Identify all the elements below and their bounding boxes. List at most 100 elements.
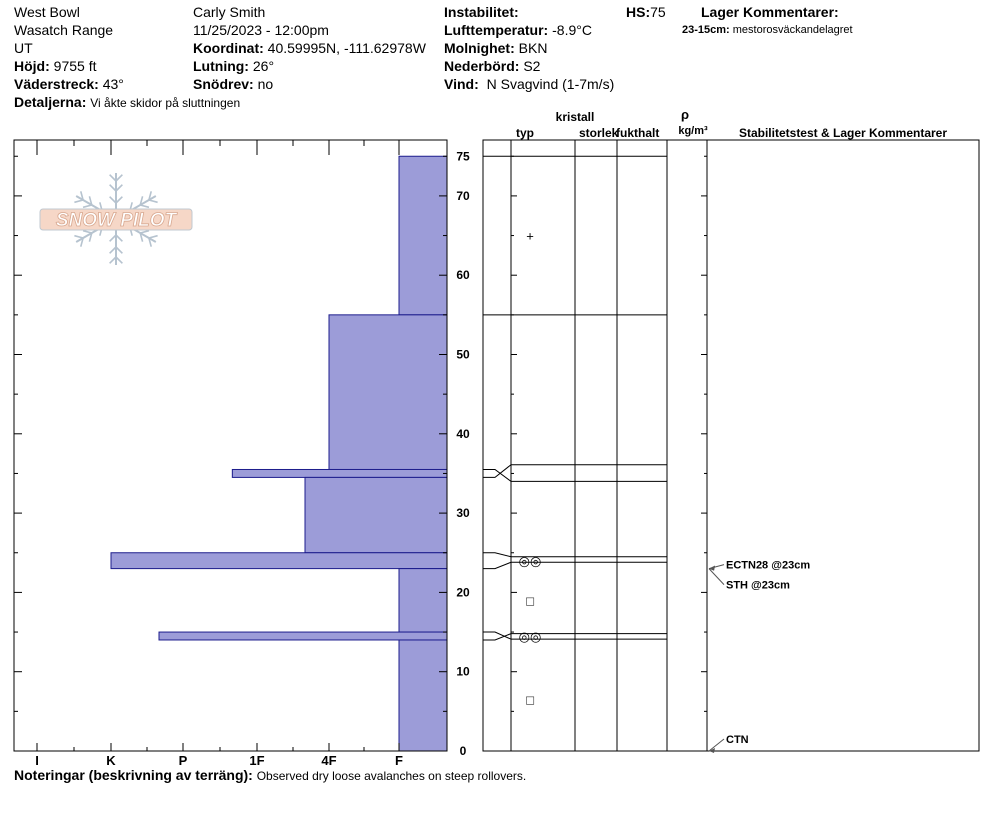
hardness-bars	[110, 155, 448, 752]
coord-value: 40.59995N, -111.62978W	[267, 40, 426, 56]
layer-table-frame	[482, 139, 980, 752]
aspect-value: 43°	[102, 76, 124, 92]
flake-branch	[115, 246, 123, 254]
sky: Molnighet: BKN	[444, 40, 547, 56]
grain-symbol: ◎◎	[519, 629, 542, 644]
drift-label: Snödrev:	[193, 76, 254, 92]
footer-notes: Noteringar (beskrivning av terräng): Obs…	[14, 767, 526, 783]
col-stability: Stabilitetstest & Lager Kommentarer	[739, 126, 947, 140]
col-size: storlek	[579, 126, 619, 140]
hardness-bar	[328, 314, 448, 470]
stability-tests: ECTN28 @23cm STH @23cm CTN	[708, 560, 810, 753]
column-separators	[510, 140, 708, 752]
layer-boundary	[483, 561, 667, 570]
flake-branch	[109, 234, 117, 242]
flake-branch	[79, 191, 84, 201]
slope: Lutning: 26°	[193, 58, 274, 74]
precip-value: S2	[523, 58, 541, 74]
wind-value: N Svagvind (1-7m/s)	[486, 76, 615, 92]
y-tick-label: 10	[456, 665, 470, 679]
hardness-bar	[304, 476, 448, 554]
grain-symbol: □	[526, 593, 534, 608]
col-density-unit: kg/m³	[678, 125, 708, 137]
test-arrow	[709, 565, 715, 571]
depth-axis: 0 10 20 30 40 50 60 70 75	[14, 149, 470, 758]
logo-text: SNOW PILOT	[56, 210, 178, 231]
flake-branch	[115, 234, 123, 242]
flake-branch	[115, 184, 123, 192]
hardness-bar	[398, 639, 448, 752]
flake-branch	[109, 174, 117, 182]
airtemp-label: Lufttemperatur:	[444, 22, 549, 38]
flake-branch	[88, 196, 93, 206]
grain-symbol: ◎◎	[519, 554, 542, 569]
flake-branch	[140, 229, 150, 234]
y-tick-label: 20	[456, 585, 470, 599]
grain-symbol: □	[526, 692, 534, 707]
slope-value: 26°	[252, 58, 275, 74]
hardness-bar	[398, 568, 448, 633]
hardness-bar	[231, 468, 448, 478]
wind-label: Vind:	[444, 76, 479, 92]
hardness-bar	[110, 552, 448, 570]
flake-branch	[148, 199, 158, 204]
flake-branch	[148, 237, 153, 247]
layer-comment: 23-15cm: mestorosväckandelagret	[682, 24, 853, 37]
details-label: Detaljerna:	[14, 94, 87, 110]
state: UT	[14, 40, 33, 56]
flake-branch	[109, 256, 117, 264]
hardness-plot-frame	[13, 139, 448, 752]
precip: Nederbörd: S2	[444, 58, 540, 74]
col-type: typ	[516, 126, 534, 140]
elevation-label: Höjd:	[14, 58, 50, 74]
col-moisture: fukthalt	[616, 126, 659, 140]
snowflake-icon	[74, 173, 158, 265]
hs: HS:75	[626, 4, 666, 20]
airtemp: Lufttemperatur: -8.9°C	[444, 22, 592, 38]
notes-label: Noteringar (beskrivning av terräng):	[14, 767, 253, 783]
hardness-axis: I K P 1F 4F F	[35, 140, 403, 768]
test-leader	[708, 738, 725, 752]
test-leader	[708, 568, 725, 585]
notes-value: Observed dry loose avalanches on steep r…	[256, 769, 527, 783]
grain-symbols: + ◎◎ □ ◎◎ □	[519, 229, 542, 708]
elevation: Höjd: 9755 ft	[14, 58, 96, 74]
col-crystal: kristall	[556, 110, 595, 124]
flake-branch	[148, 234, 158, 239]
flake-branch	[74, 234, 84, 239]
y-tick-label: 70	[456, 189, 470, 203]
flake-branch	[148, 191, 153, 201]
hs-label: HS:	[626, 4, 651, 20]
y-tick-label: 30	[456, 506, 470, 520]
flake-branch	[82, 204, 92, 209]
y-tick-label: 50	[456, 348, 470, 362]
x-tick-label: P	[179, 753, 188, 768]
aspect: Väderstreck: 43°	[14, 76, 124, 92]
flake-branch	[115, 174, 123, 182]
layer-boundary	[483, 468, 667, 482]
x-tick-label: 4F	[321, 753, 336, 768]
y-tick-label: 0	[460, 744, 467, 758]
precip-label: Nederbörd:	[444, 58, 520, 74]
drift-value: no	[257, 76, 274, 92]
stability-test-label: STH @23cm	[726, 580, 790, 592]
airtemp-value: -8.9°C	[552, 22, 592, 38]
col-rho: ρ	[681, 107, 689, 122]
y-tick-label: 75	[456, 149, 470, 163]
flake-branch	[74, 199, 84, 204]
y-tick-label: 40	[456, 427, 470, 441]
layer-boundary	[483, 633, 667, 641]
flake-branch	[109, 184, 117, 192]
drift: Snödrev: no	[193, 76, 273, 92]
flake-branch	[109, 196, 117, 204]
slope-label: Lutning:	[193, 58, 249, 74]
snowpilot-logo: SNOW PILOT	[39, 173, 193, 265]
x-tick-label: I	[35, 753, 39, 768]
flake-branch	[109, 246, 117, 254]
flake-branch	[139, 232, 144, 242]
details: Detaljerna: Vi åkte skidor på sluttninge…	[14, 94, 240, 110]
instability-label: Instabilitet:	[444, 4, 519, 20]
sky-label: Molnighet:	[444, 40, 515, 56]
flake-branch	[79, 237, 84, 247]
grain-symbol: +	[526, 229, 534, 244]
